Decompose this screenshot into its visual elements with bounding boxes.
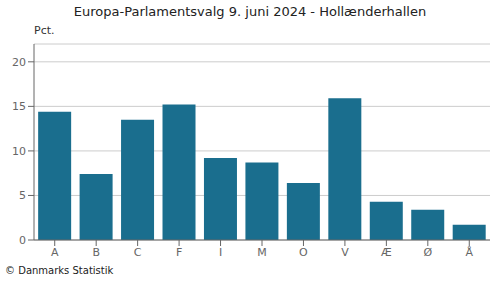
svg-text:20: 20 [12, 56, 26, 69]
html-text:Pct.: Pct. [34, 24, 55, 37]
html-text:Europa-Parlamentsvalg 9. juni: Europa-Parlamentsvalg 9. juni 2024 - Hol… [73, 4, 427, 19]
svg-text:0: 0 [19, 234, 26, 247]
svg-text:C: C [134, 246, 142, 259]
svg-text:I: I [219, 246, 222, 259]
svg-text:Ø: Ø [423, 246, 432, 259]
html-text:© Danmarks Statistik: © Danmarks Statistik [5, 265, 114, 276]
svg-text:A: A [51, 246, 59, 259]
svg-text:10: 10 [12, 145, 26, 158]
svg-text:V: V [341, 246, 349, 259]
svg-text:15: 15 [12, 100, 26, 113]
svg-text:F: F [176, 246, 182, 259]
svg-text:M: M [257, 246, 267, 259]
svg-text:5: 5 [19, 189, 26, 202]
svg-text:O: O [299, 246, 308, 259]
svg-text:B: B [92, 246, 100, 259]
svg-text:Å: Å [466, 246, 474, 259]
svg-text:Æ: Æ [381, 246, 392, 259]
